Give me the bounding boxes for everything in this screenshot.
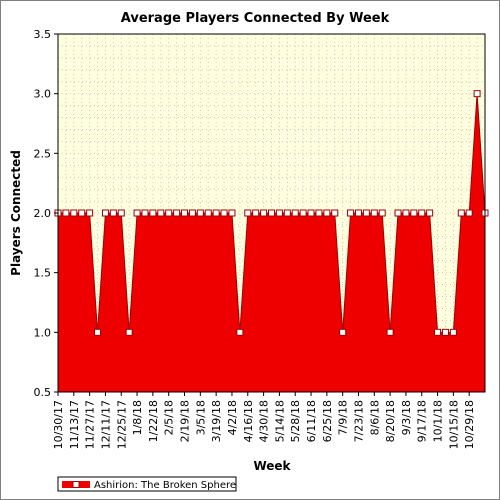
data-point <box>426 209 434 217</box>
data-point <box>449 328 457 336</box>
y-axis-label: Players Connected <box>9 150 23 276</box>
data-point <box>307 209 315 217</box>
legend-label: Ashirion: The Broken Sphere <box>94 480 236 491</box>
x-tick-label: 6/25/18 <box>321 400 334 442</box>
x-tick-label: 1/22/18 <box>147 400 160 442</box>
data-point <box>133 209 141 217</box>
data-point <box>331 209 339 217</box>
data-point <box>473 90 481 98</box>
x-tick-label: 9/3/18 <box>400 400 413 435</box>
data-point <box>70 209 78 217</box>
x-tick-label: 11/27/17 <box>84 400 97 449</box>
data-point <box>283 209 291 217</box>
y-tick-label: 0.5 <box>34 386 52 399</box>
x-tick-label: 12/11/17 <box>99 400 112 449</box>
data-point <box>347 209 355 217</box>
data-point <box>378 209 386 217</box>
data-point <box>434 328 442 336</box>
y-axis-ticks: 0.5 1.0 1.5 2.0 2.5 3.0 3.5 <box>34 28 58 399</box>
data-point <box>370 209 378 217</box>
data-point <box>125 328 133 336</box>
x-tick-label: 2/19/18 <box>179 400 192 442</box>
x-tick-label: 9/17/18 <box>416 400 429 442</box>
legend: Ashirion: The Broken Sphere <box>57 476 237 492</box>
data-point <box>204 209 212 217</box>
x-tick-label: 8/20/18 <box>384 400 397 442</box>
data-point <box>260 209 268 217</box>
data-point <box>362 209 370 217</box>
y-tick-label: 3.0 <box>34 88 52 101</box>
data-point <box>275 209 283 217</box>
data-point <box>315 209 323 217</box>
x-tick-label: 7/9/18 <box>337 400 350 435</box>
data-point <box>457 209 465 217</box>
x-tick-label: 5/14/18 <box>273 400 286 442</box>
x-axis-label: Week <box>253 459 291 473</box>
data-point <box>354 209 362 217</box>
x-tick-label: 3/5/18 <box>194 400 207 435</box>
x-tick-label: 10/1/18 <box>432 400 445 442</box>
data-point <box>323 209 331 217</box>
y-tick-label: 1.5 <box>34 267 52 280</box>
data-point <box>252 209 260 217</box>
y-tick-label: 1.0 <box>34 326 52 339</box>
data-point <box>188 209 196 217</box>
data-point <box>386 328 394 336</box>
data-point <box>212 209 220 217</box>
x-tick-label: 10/29/18 <box>463 400 476 449</box>
data-point <box>394 209 402 217</box>
data-point <box>418 209 426 217</box>
data-point <box>299 209 307 217</box>
data-point <box>181 209 189 217</box>
y-tick-label: 2.5 <box>34 147 52 160</box>
x-tick-label: 10/15/18 <box>447 400 460 449</box>
x-tick-label: 11/13/17 <box>68 400 81 449</box>
data-point <box>236 328 244 336</box>
data-point <box>149 209 157 217</box>
data-point <box>196 209 204 217</box>
x-tick-label: 5/28/18 <box>289 400 302 442</box>
data-point <box>244 209 252 217</box>
x-tick-label: 4/16/18 <box>242 400 255 442</box>
x-tick-label: 6/11/18 <box>305 400 318 442</box>
series-markers <box>54 90 489 336</box>
x-tick-label: 10/30/17 <box>52 400 65 449</box>
data-point <box>410 209 418 217</box>
x-tick-label: 4/30/18 <box>258 400 271 442</box>
legend-marker <box>72 481 80 488</box>
data-point <box>109 209 117 217</box>
data-point <box>291 209 299 217</box>
data-point <box>117 209 125 217</box>
series-area <box>58 93 485 393</box>
data-point <box>268 209 275 217</box>
data-point <box>94 328 102 336</box>
x-tick-label: 12/25/17 <box>115 400 128 449</box>
data-point <box>402 209 410 217</box>
y-tick-label: 2.0 <box>34 207 52 220</box>
data-point <box>62 209 70 217</box>
data-point <box>86 209 94 217</box>
x-axis-ticks: 10/30/17 11/13/17 11/27/17 12/11/17 12/25/17… <box>52 392 476 449</box>
x-tick-label: 7/23/18 <box>352 400 365 442</box>
data-point <box>228 209 236 217</box>
x-tick-label: 2/5/18 <box>163 400 176 435</box>
data-point <box>157 209 165 217</box>
y-tick-label: 3.5 <box>34 28 52 41</box>
legend-box <box>57 476 237 492</box>
x-tick-label: 1/8/18 <box>131 400 144 435</box>
data-point <box>441 328 449 336</box>
chart-title: Average Players Connected By Week <box>121 11 390 26</box>
data-point <box>78 209 86 217</box>
data-point <box>101 209 109 217</box>
data-point <box>220 209 228 217</box>
x-tick-label: 3/19/18 <box>210 400 223 442</box>
data-point <box>165 209 173 217</box>
x-tick-label: 8/6/18 <box>368 400 381 435</box>
data-point <box>339 328 347 336</box>
data-point <box>141 209 149 217</box>
x-tick-label: 4/2/18 <box>226 400 239 435</box>
data-point <box>173 209 181 217</box>
data-point <box>465 209 473 217</box>
